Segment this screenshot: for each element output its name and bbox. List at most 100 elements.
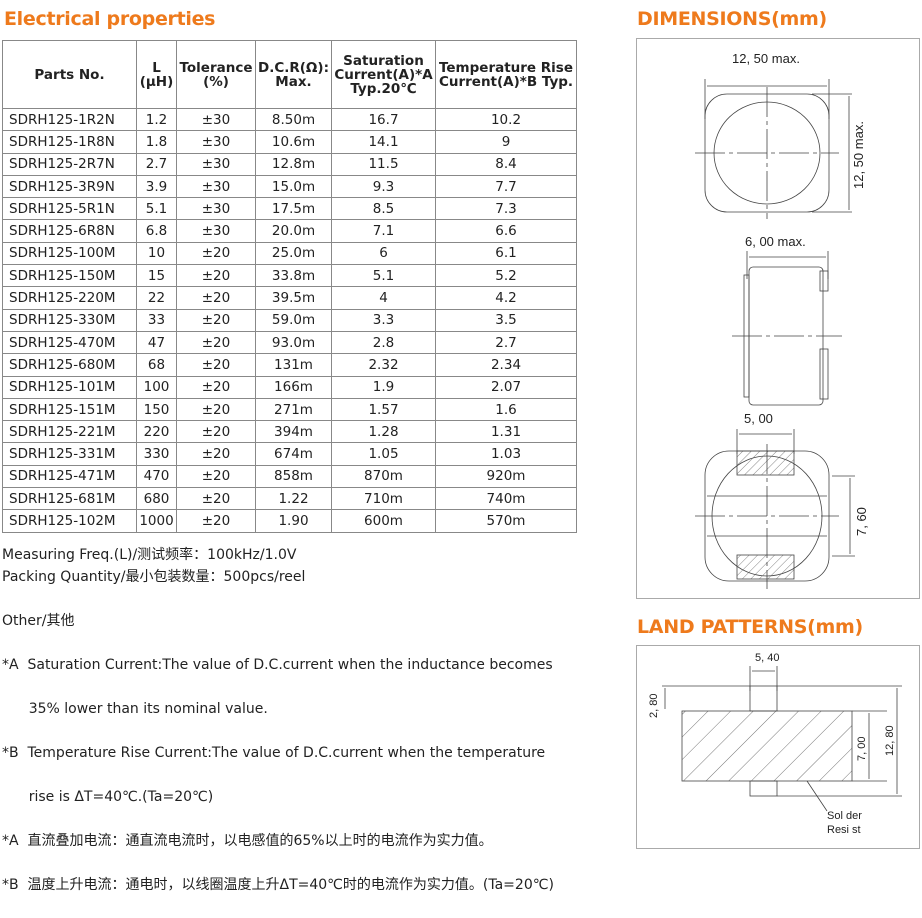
table-cell: 4 xyxy=(331,286,436,310)
table-cell: SDRH125-5R1N xyxy=(2,197,137,221)
table-cell: 1.57 xyxy=(331,397,436,422)
note: *B Temperature Rise Current:The value of… xyxy=(2,745,546,761)
table-cell: 33 xyxy=(136,308,177,332)
table-row: SDRH125-331M 330 ±20 674m 1.05 1.03 xyxy=(2,442,577,466)
table-cell: 8.5 xyxy=(331,197,436,221)
table-cell: 6 xyxy=(331,241,436,266)
table-cell: 9.3 xyxy=(331,174,436,199)
table-row: SDRH125-2R7N 2.7 ±30 12.8m 11.5 8.4 xyxy=(2,152,577,176)
table-cell: 6.6 xyxy=(435,219,577,243)
table-cell: 1.28 xyxy=(331,420,436,444)
land-pad-w: 5, 40 xyxy=(755,652,779,664)
table-cell: 3.5 xyxy=(435,308,577,332)
table-cell: 9 xyxy=(435,130,577,154)
table-cell: SDRH125-221M xyxy=(2,420,137,444)
note: 35% lower than its nominal value. xyxy=(2,701,268,717)
table-cell: SDRH125-471M xyxy=(2,464,137,489)
table-cell: 394m xyxy=(255,420,332,444)
table-cell: ±20 xyxy=(176,264,256,288)
table-cell: ±30 xyxy=(176,197,256,221)
table-cell: 10 xyxy=(136,241,177,266)
table-cell: SDRH125-100M xyxy=(2,241,137,266)
table-cell: SDRH125-2R7N xyxy=(2,152,137,176)
note: rise is ΔT=40℃.(Ta=20℃) xyxy=(2,789,214,805)
table-cell: 330 xyxy=(136,442,177,466)
table-cell: 15 xyxy=(136,264,177,288)
note: *A 直流叠加电流：通直流电流时，以电感值的65%以上时的电流作为实力值。 xyxy=(2,833,493,849)
table-cell: 680 xyxy=(136,487,177,511)
other-title: Other/其他 xyxy=(2,613,75,629)
table-row: SDRH125-681M 680 ±20 1.22 710m 740m xyxy=(2,487,577,511)
table-cell: 7.1 xyxy=(331,219,436,243)
table-cell: ±20 xyxy=(176,509,256,533)
table-cell: 2.8 xyxy=(331,330,436,355)
resist-label: Resi st xyxy=(827,824,861,836)
table-cell: SDRH125-151M xyxy=(2,397,137,422)
notes: *A Saturation Current:The value of D.C.c… xyxy=(2,632,554,918)
column-header: Tolerance (%) xyxy=(176,40,256,109)
table-cell: 39.5m xyxy=(255,286,332,310)
table-cell: 674m xyxy=(255,442,332,466)
table-cell: 1.9 xyxy=(331,375,436,399)
table-cell: 2.7 xyxy=(136,152,177,176)
table-row: SDRH125-1R8N 1.8 ±30 10.6m 14.1 9 xyxy=(2,130,577,154)
table-cell: 740m xyxy=(435,487,577,511)
column-header: Saturation Current(A)*A Typ.20℃ xyxy=(331,40,436,109)
table-cell: SDRH125-681M xyxy=(2,487,137,511)
table-cell: 600m xyxy=(331,509,436,533)
dimensions-drawing: 12, 50 max. 12, 50 max. 6, 00 max. 5, 00… xyxy=(636,38,920,599)
table-cell: 2.7 xyxy=(435,330,577,355)
table-cell: SDRH125-1R2N xyxy=(2,107,137,132)
table-row: SDRH125-471M 470 ±20 858m 870m 920m xyxy=(2,464,577,489)
table-cell: SDRH125-680M xyxy=(2,353,137,377)
table-cell: 20.0m xyxy=(255,219,332,243)
land-gap: 7, 00 xyxy=(856,737,868,761)
table-cell: 100 xyxy=(136,375,177,399)
land-total: 12, 80 xyxy=(884,725,896,756)
table-cell: 1.6 xyxy=(435,397,577,422)
table-cell: 22 xyxy=(136,286,177,310)
note: *B 温度上升电流：通电时，以线圈温度上升ΔT=40℃时的电流作为实力值。(Ta… xyxy=(2,877,554,893)
table-cell: 16.7 xyxy=(331,107,436,132)
table-cell: 11.5 xyxy=(331,152,436,176)
table-cell: 2.07 xyxy=(435,375,577,399)
dim-thickness: 6, 00 max. xyxy=(745,234,806,249)
column-header: L (μH) xyxy=(136,40,177,109)
table-cell: 12.8m xyxy=(255,152,332,176)
table-row: SDRH125-221M 220 ±20 394m 1.28 1.31 xyxy=(2,420,577,444)
table-cell: SDRH125-1R8N xyxy=(2,130,137,154)
table-cell: ±20 xyxy=(176,353,256,377)
table-cell: 570m xyxy=(435,509,577,533)
table-cell: ±20 xyxy=(176,397,256,422)
table-row: SDRH125-3R9N 3.9 ±30 15.0m 9.3 7.7 xyxy=(2,174,577,199)
dim-pad-span: 7, 60 xyxy=(854,507,869,536)
table-cell: 8.4 xyxy=(435,152,577,176)
table-cell: 33.8m xyxy=(255,264,332,288)
table-cell: 17.5m xyxy=(255,197,332,221)
table-cell: SDRH125-470M xyxy=(2,330,137,355)
table-row: SDRH125-6R8N 6.8 ±30 20.0m 7.1 6.6 xyxy=(2,219,577,243)
table-cell: 1000 xyxy=(136,509,177,533)
table-row: SDRH125-470M 47 ±20 93.0m 2.8 2.7 xyxy=(2,330,577,355)
dim-height: 12, 50 max. xyxy=(851,121,866,189)
table-cell: ±20 xyxy=(176,442,256,466)
table-cell: 920m xyxy=(435,464,577,489)
table-cell: 1.90 xyxy=(255,509,332,533)
table-cell: SDRH125-220M xyxy=(2,286,137,310)
table-cell: 59.0m xyxy=(255,308,332,332)
table-cell: 470 xyxy=(136,464,177,489)
dimensions-title: DIMENSIONS(mm) xyxy=(637,8,827,30)
table-cell: ±20 xyxy=(176,330,256,355)
table-cell: 166m xyxy=(255,375,332,399)
table-row: SDRH125-150M 15 ±20 33.8m 5.1 5.2 xyxy=(2,264,577,288)
table-cell: ±20 xyxy=(176,375,256,399)
table-row: SDRH125-220M 22 ±20 39.5m 4 4.2 xyxy=(2,286,577,310)
table-cell: ±30 xyxy=(176,130,256,154)
packing-qty: Packing Quantity/最小包装数量：500pcs/reel xyxy=(2,569,306,585)
table-cell: 10.6m xyxy=(255,130,332,154)
table-cell: 15.0m xyxy=(255,174,332,199)
table-row: SDRH125-330M 33 ±20 59.0m 3.3 3.5 xyxy=(2,308,577,332)
table-cell: 8.50m xyxy=(255,107,332,132)
measuring-freq: Measuring Freq.(L)/测试频率：100kHz/1.0V xyxy=(2,547,297,563)
note: *A Saturation Current:The value of D.C.c… xyxy=(2,657,553,673)
